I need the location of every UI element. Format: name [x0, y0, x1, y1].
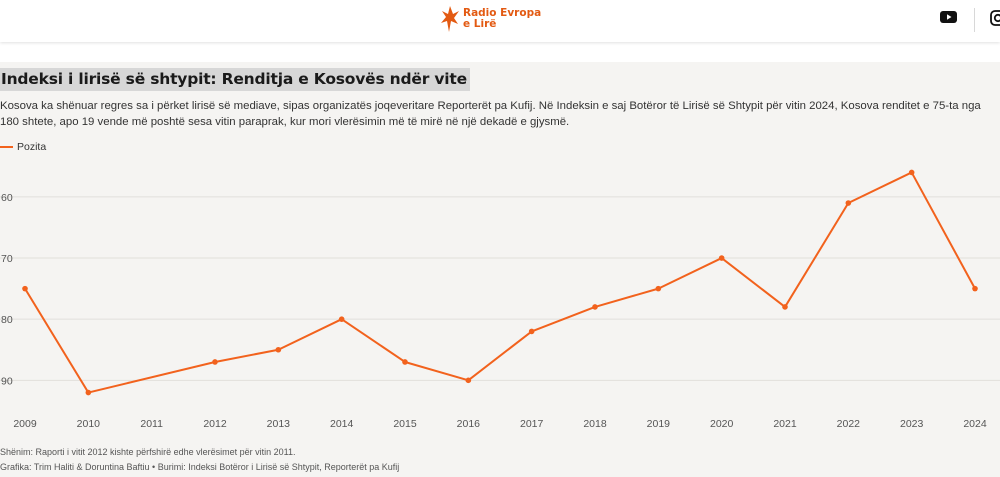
- data-point-2012: [212, 359, 218, 365]
- chart-credit: Grafika: Trim Haliti & Doruntina Baftiu …: [0, 462, 400, 472]
- legend-label: Pozita: [17, 141, 47, 153]
- x-tick-label: 2012: [203, 418, 227, 430]
- data-point-2010: [85, 389, 92, 396]
- line-chart: 60 70 80 90 2009 2010 2011 2012 2013 2014 2015 2016…: [0, 169, 1000, 430]
- chart-description: Kosova ka shënuar regres sa i përket lir…: [0, 100, 981, 128]
- logo-wordmark: Radio Evropa e Lirë: [463, 8, 541, 30]
- x-tick-label: 2010: [77, 418, 101, 430]
- data-point-2020: [718, 255, 725, 261]
- radio-evropa-logo-icon: [441, 6, 459, 32]
- data-point-2017: [528, 328, 535, 335]
- x-tick-label: 2018: [583, 418, 607, 430]
- x-tick-label: 2013: [267, 418, 291, 430]
- data-point-2015: [402, 359, 408, 365]
- x-tick-label: 2022: [837, 418, 861, 430]
- x-tick-label: 2011: [140, 418, 163, 430]
- instagram-icon[interactable]: [990, 10, 1000, 26]
- x-tick-label: 2021: [773, 418, 797, 430]
- x-tick-label: 2024: [963, 418, 987, 430]
- logo-line-1: Radio Evropa: [463, 7, 542, 19]
- x-tick-label: 2023: [900, 418, 924, 430]
- data-point-2024: [972, 285, 978, 292]
- header-divider: [974, 8, 975, 32]
- data-point-2014: [338, 316, 345, 322]
- data-point-2016: [465, 377, 472, 384]
- data-point-2013: [275, 346, 282, 353]
- y-tick-label: 80: [1, 314, 13, 326]
- chart-panel: [0, 62, 1000, 477]
- data-point-2018: [592, 304, 598, 310]
- y-tick-label: 70: [1, 253, 13, 265]
- x-tick-label: 2017: [520, 418, 544, 430]
- x-tick-label: 2019: [647, 418, 671, 430]
- x-tick-label: 2020: [710, 418, 734, 430]
- y-tick-label: 60: [1, 192, 13, 204]
- legend-swatch: [0, 146, 13, 148]
- youtube-icon[interactable]: [940, 11, 957, 23]
- x-tick-label: 2016: [457, 418, 481, 430]
- data-point-2022: [845, 200, 852, 206]
- x-tick-label: 2014: [330, 418, 354, 430]
- chart-legend[interactable]: Pozita: [0, 141, 46, 153]
- series-line-0: [24, 171, 976, 394]
- data-point-2019: [655, 285, 662, 292]
- chart-title: Indeksi i lirisë së shtypit: Renditja e …: [0, 68, 470, 91]
- y-tick-label: 90: [1, 375, 13, 387]
- data-point-2023: [908, 169, 915, 176]
- x-tick-label: 2015: [393, 418, 417, 430]
- logo-line-2: e Lirë: [463, 18, 497, 30]
- chart-note: Shënim: Raporti i vitit 2012 kishte përf…: [0, 447, 296, 457]
- x-tick-label: 2009: [13, 418, 37, 430]
- data-point-2009: [22, 285, 28, 292]
- site-logo[interactable]: Radio Evropa e Lirë: [440, 4, 541, 34]
- data-point-2021: [782, 304, 788, 310]
- top-navigation-bar: Radio Evropa e Lirë: [0, 0, 1000, 42]
